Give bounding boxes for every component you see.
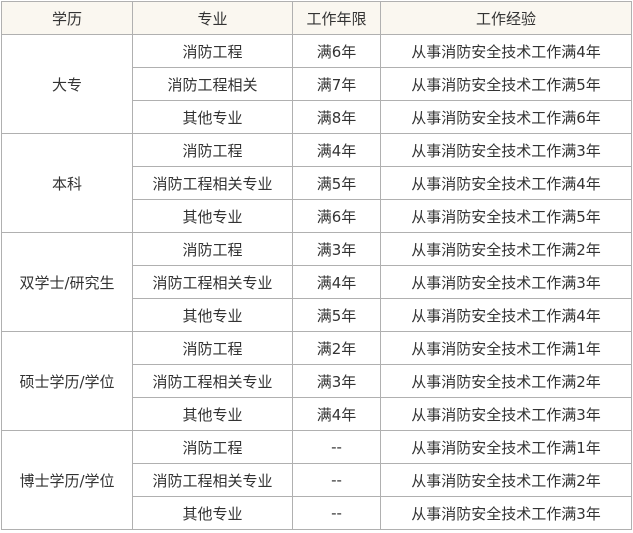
table-row: 双学士/研究生 消防工程 满3年 从事消防安全技术工作满2年 bbox=[1, 232, 632, 332]
experience-cell: 从事消防安全技术工作满3年 bbox=[380, 133, 632, 167]
header-degree: 学历 bbox=[1, 1, 133, 35]
experience-cell: 从事消防安全技术工作满1年 bbox=[380, 331, 632, 365]
table-row: 消防工程相关专业 满5年 从事消防安全技术工作满4年 bbox=[2, 166, 632, 200]
years-cell: 满8年 bbox=[292, 100, 381, 134]
header-years: 工作年限 bbox=[292, 1, 381, 35]
major-cell: 消防工程相关专业 bbox=[132, 265, 293, 299]
experience-cell: 从事消防安全技术工作满3年 bbox=[380, 265, 632, 299]
major-cell: 消防工程相关 bbox=[132, 67, 293, 101]
years-cell: 满4年 bbox=[292, 397, 381, 431]
years-cell: -- bbox=[292, 496, 381, 530]
experience-cell: 从事消防安全技术工作满4年 bbox=[380, 34, 632, 68]
years-cell: 满3年 bbox=[292, 364, 381, 398]
header-row: 学历 专业 工作年限 工作经验 bbox=[1, 1, 632, 35]
years-cell: 满7年 bbox=[292, 67, 381, 101]
major-cell: 消防工程 bbox=[132, 133, 293, 167]
experience-cell: 从事消防安全技术工作满3年 bbox=[380, 397, 632, 431]
years-cell: 满2年 bbox=[292, 331, 381, 365]
experience-cell: 从事消防安全技术工作满3年 bbox=[380, 496, 632, 530]
table-row: 硕士学历/学位 消防工程 满2年 从事消防安全技术工作满1年 bbox=[1, 331, 632, 431]
major-cell: 消防工程相关专业 bbox=[132, 463, 293, 497]
years-cell: -- bbox=[292, 463, 381, 497]
experience-cell: 从事消防安全技术工作满4年 bbox=[380, 166, 632, 200]
table-row: 大专 消防工程 满6年 从事消防安全技术工作满4年 bbox=[1, 34, 632, 134]
major-cell: 其他专业 bbox=[132, 298, 293, 332]
table-row: 消防工程相关专业 满3年 从事消防安全技术工作满2年 bbox=[2, 364, 632, 398]
major-cell: 消防工程 bbox=[132, 430, 293, 464]
table-row: 其他专业 -- 从事消防安全技术工作满3年 bbox=[2, 496, 632, 530]
degree-cell: 博士学历/学位 bbox=[1, 430, 133, 530]
major-cell: 其他专业 bbox=[132, 397, 293, 431]
header-experience: 工作经验 bbox=[380, 1, 632, 35]
major-cell: 消防工程相关专业 bbox=[132, 364, 293, 398]
experience-cell: 从事消防安全技术工作满5年 bbox=[380, 199, 632, 233]
years-cell: -- bbox=[292, 430, 381, 464]
experience-cell: 从事消防安全技术工作满1年 bbox=[380, 430, 632, 464]
major-cell: 消防工程 bbox=[132, 34, 293, 68]
degree-cell: 硕士学历/学位 bbox=[1, 331, 133, 431]
experience-cell: 从事消防安全技术工作满2年 bbox=[380, 232, 632, 266]
years-cell: 满4年 bbox=[292, 265, 381, 299]
header-major: 专业 bbox=[132, 1, 293, 35]
years-cell: 满3年 bbox=[292, 232, 381, 266]
table-row: 其他专业 满8年 从事消防安全技术工作满6年 bbox=[2, 100, 632, 134]
table-row: 其他专业 满6年 从事消防安全技术工作满5年 bbox=[2, 199, 632, 233]
years-cell: 满6年 bbox=[292, 199, 381, 233]
table-row: 其他专业 满4年 从事消防安全技术工作满3年 bbox=[2, 397, 632, 431]
major-cell: 消防工程 bbox=[132, 331, 293, 365]
major-cell: 其他专业 bbox=[132, 199, 293, 233]
experience-cell: 从事消防安全技术工作满4年 bbox=[380, 298, 632, 332]
experience-cell: 从事消防安全技术工作满2年 bbox=[380, 463, 632, 497]
table-row: 博士学历/学位 消防工程 -- 从事消防安全技术工作满1年 bbox=[1, 430, 632, 530]
table-row: 消防工程相关 满7年 从事消防安全技术工作满5年 bbox=[2, 67, 632, 101]
experience-cell: 从事消防安全技术工作满2年 bbox=[380, 364, 632, 398]
degree-cell: 本科 bbox=[1, 133, 133, 233]
degree-cell: 大专 bbox=[1, 34, 133, 134]
table-row: 其他专业 满5年 从事消防安全技术工作满4年 bbox=[2, 298, 632, 332]
degree-cell: 双学士/研究生 bbox=[1, 232, 133, 332]
years-cell: 满5年 bbox=[292, 298, 381, 332]
major-cell: 其他专业 bbox=[132, 100, 293, 134]
years-cell: 满6年 bbox=[292, 34, 381, 68]
major-cell: 消防工程相关专业 bbox=[132, 166, 293, 200]
years-cell: 满4年 bbox=[292, 133, 381, 167]
table-row: 本科 消防工程 满4年 从事消防安全技术工作满3年 bbox=[1, 133, 632, 233]
experience-cell: 从事消防安全技术工作满5年 bbox=[380, 67, 632, 101]
table-row: 消防工程相关专业 满4年 从事消防安全技术工作满3年 bbox=[2, 265, 632, 299]
table-row: 消防工程相关专业 -- 从事消防安全技术工作满2年 bbox=[2, 463, 632, 497]
years-cell: 满5年 bbox=[292, 166, 381, 200]
major-cell: 其他专业 bbox=[132, 496, 293, 530]
major-cell: 消防工程 bbox=[132, 232, 293, 266]
experience-cell: 从事消防安全技术工作满6年 bbox=[380, 100, 632, 134]
